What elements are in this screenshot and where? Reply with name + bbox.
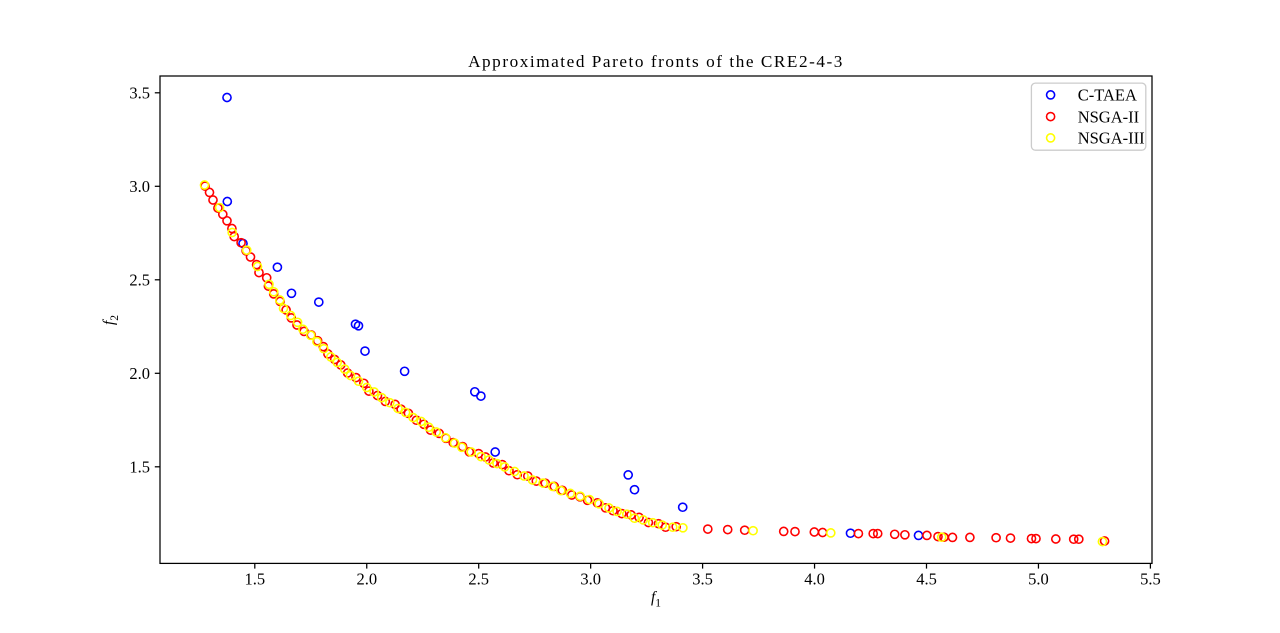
svg-text:f2: f2: [101, 315, 122, 325]
svg-text:3.0: 3.0: [580, 570, 601, 589]
svg-text:NSGA-II: NSGA-II: [1078, 107, 1139, 126]
svg-text:4.0: 4.0: [804, 570, 825, 589]
svg-text:C-TAEA: C-TAEA: [1078, 86, 1137, 105]
svg-text:3.5: 3.5: [129, 84, 150, 103]
svg-text:3.5: 3.5: [692, 570, 713, 589]
svg-text:f1: f1: [651, 589, 661, 610]
svg-text:2.0: 2.0: [356, 570, 377, 589]
svg-text:1.5: 1.5: [129, 458, 150, 477]
svg-text:5.0: 5.0: [1028, 570, 1049, 589]
svg-text:5.5: 5.5: [1140, 570, 1161, 589]
svg-text:3.0: 3.0: [129, 177, 150, 196]
svg-text:NSGA-III: NSGA-III: [1078, 129, 1145, 148]
svg-text:2.0: 2.0: [129, 364, 150, 383]
svg-text:2.5: 2.5: [468, 570, 489, 589]
svg-text:4.5: 4.5: [916, 570, 937, 589]
svg-text:Approximated Pareto fronts of: Approximated Pareto fronts of the CRE2-4…: [468, 52, 844, 71]
svg-text:1.5: 1.5: [244, 570, 265, 589]
svg-text:2.5: 2.5: [129, 271, 150, 290]
